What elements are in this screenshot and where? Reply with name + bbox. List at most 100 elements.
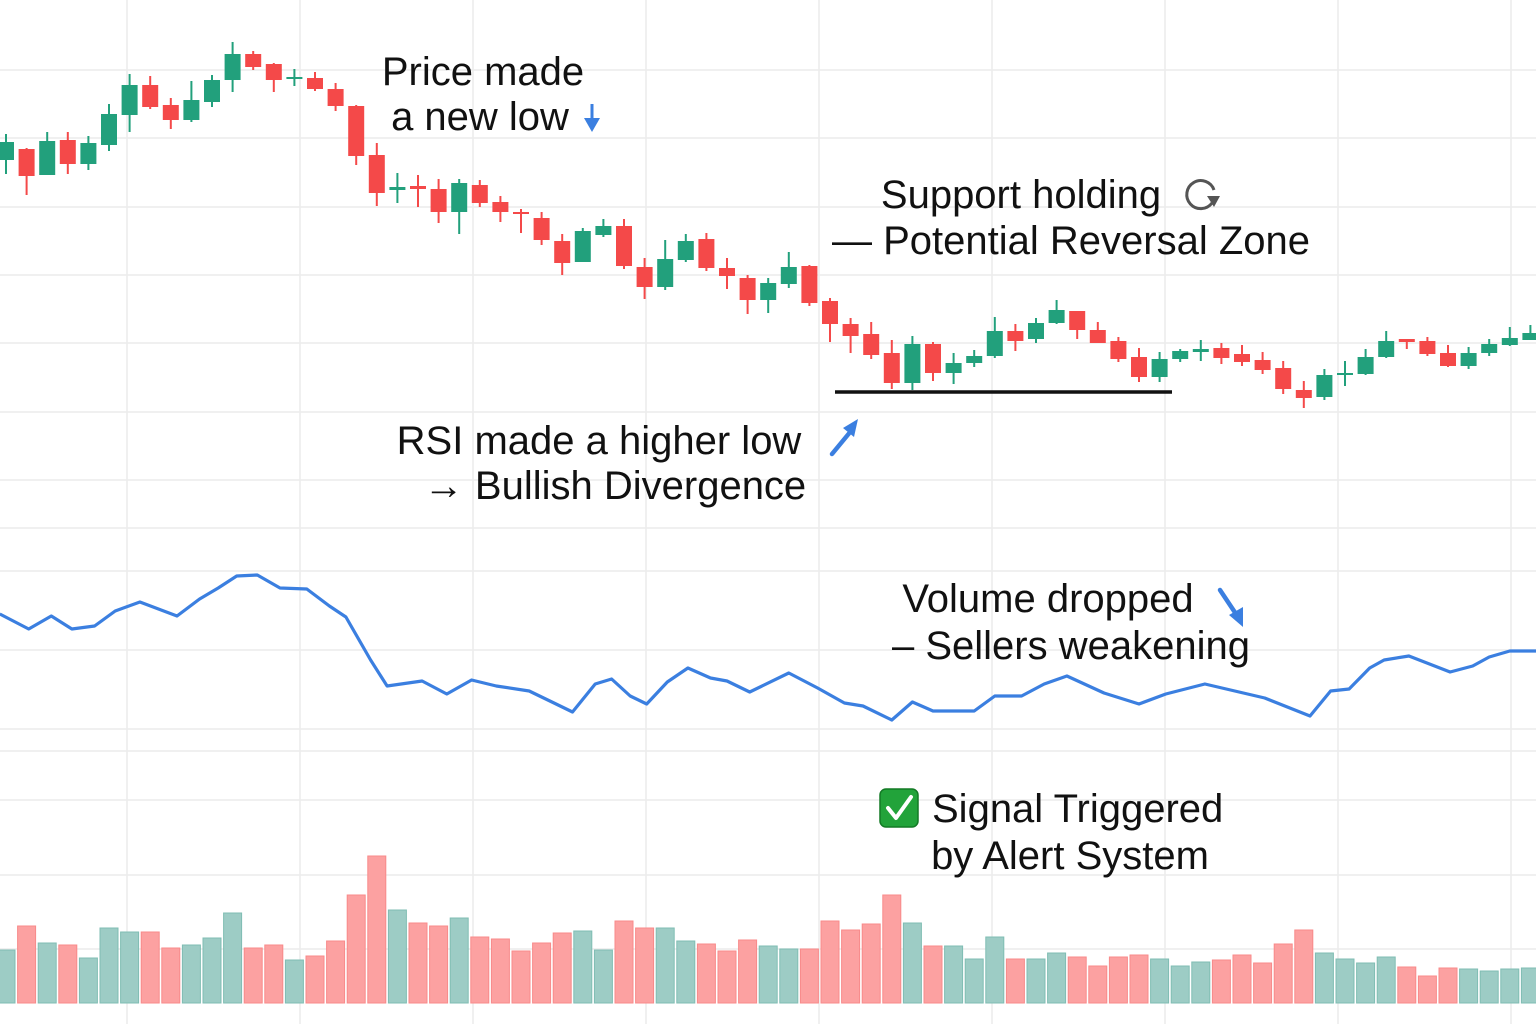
volume-bar-down bbox=[614, 920, 634, 1004]
candle-body bbox=[1378, 341, 1395, 357]
candle-body bbox=[1316, 375, 1333, 397]
candle-body bbox=[183, 100, 200, 120]
volume-bar-up bbox=[449, 917, 469, 1004]
volume-bar-up bbox=[284, 959, 304, 1004]
volume-bar-up bbox=[1191, 961, 1211, 1004]
candle-up bbox=[1316, 369, 1333, 400]
volume-bar-down bbox=[717, 950, 737, 1004]
candle-body bbox=[1028, 323, 1044, 339]
volume-bar-down bbox=[1273, 943, 1293, 1004]
candle-body bbox=[1110, 341, 1127, 359]
candle-down bbox=[471, 180, 488, 207]
candle-body bbox=[368, 155, 385, 193]
annotation-support: Support holding — Potential Reversal Zon… bbox=[832, 173, 1310, 263]
candle-down bbox=[513, 209, 529, 233]
rsi-line bbox=[0, 573, 1536, 722]
candle-body bbox=[286, 77, 303, 79]
candle-up bbox=[80, 136, 97, 170]
candle-down bbox=[1254, 352, 1271, 374]
candle-up bbox=[183, 81, 200, 122]
candle-body bbox=[1213, 348, 1230, 358]
candle-down bbox=[1007, 324, 1024, 351]
candle-body bbox=[677, 241, 694, 260]
candle-up bbox=[39, 132, 56, 175]
volume-bar-down bbox=[408, 922, 428, 1004]
candle-up bbox=[1028, 318, 1044, 343]
volume-bar-down bbox=[532, 942, 552, 1004]
volume-bar-down bbox=[1232, 954, 1252, 1004]
annotation-line: RSI made a higher low bbox=[397, 419, 802, 463]
volume-bar-down bbox=[346, 894, 366, 1004]
candle-up bbox=[0, 134, 14, 174]
candle-up bbox=[1172, 349, 1189, 362]
volume-bar-down bbox=[1211, 959, 1231, 1004]
candle-down bbox=[265, 63, 282, 92]
annotation-volume: Volume dropped – Sellers weakening bbox=[892, 577, 1250, 668]
volume-bar-down bbox=[841, 929, 861, 1004]
candle-body bbox=[451, 183, 468, 212]
volume-bar-down bbox=[799, 948, 819, 1004]
volume-bar-down bbox=[1417, 975, 1437, 1004]
candle-up bbox=[657, 240, 674, 290]
candle-down bbox=[1213, 343, 1230, 364]
candle-body bbox=[39, 141, 56, 175]
candle-down bbox=[1131, 348, 1147, 382]
volume-bar-up bbox=[1047, 952, 1067, 1004]
candle-body bbox=[780, 267, 797, 284]
candle-up bbox=[595, 219, 612, 237]
candle-body bbox=[0, 142, 14, 160]
candle-body bbox=[245, 54, 262, 67]
candle-down bbox=[492, 196, 509, 222]
candle-down bbox=[368, 143, 385, 206]
volume-bar-up bbox=[676, 940, 696, 1004]
candle-down bbox=[18, 148, 35, 195]
candle-down bbox=[863, 322, 880, 359]
candle-up bbox=[121, 74, 138, 132]
candle-down bbox=[739, 275, 756, 314]
volume-bar-down bbox=[923, 945, 943, 1004]
candle-body bbox=[636, 267, 653, 287]
volume-bar-down bbox=[1108, 956, 1128, 1004]
candle-up bbox=[904, 336, 921, 390]
candle-down bbox=[533, 212, 550, 245]
candle-up bbox=[1522, 325, 1536, 340]
candle-down bbox=[636, 258, 653, 299]
volume-bar-up bbox=[120, 931, 140, 1004]
volume-bar-up bbox=[655, 927, 675, 1004]
volume-bar-down bbox=[882, 894, 902, 1004]
volume-bar-up bbox=[1459, 968, 1479, 1004]
candle-body bbox=[101, 114, 117, 145]
candle-body bbox=[760, 283, 777, 300]
arrow-down-icon bbox=[584, 104, 600, 132]
volume-bar-down bbox=[861, 923, 881, 1004]
candle-body bbox=[307, 78, 323, 89]
volume-bar-down bbox=[1253, 962, 1273, 1004]
candle-down bbox=[245, 51, 262, 70]
annotation-line: by Alert System bbox=[931, 834, 1209, 878]
candle-body bbox=[492, 202, 509, 212]
arrow-down-right-icon bbox=[1217, 587, 1243, 627]
refresh-icon bbox=[1185, 179, 1220, 211]
annotation-line: Signal Triggered bbox=[932, 787, 1223, 831]
candle-body bbox=[739, 278, 756, 300]
candle-body bbox=[1481, 344, 1498, 353]
volume-bar-down bbox=[326, 940, 346, 1004]
candle-down bbox=[925, 342, 941, 381]
volume-bar-up bbox=[1479, 970, 1499, 1004]
candle-body bbox=[904, 344, 921, 383]
candle-up bbox=[1460, 347, 1477, 369]
candle-down bbox=[883, 340, 900, 389]
candle-down bbox=[822, 298, 838, 342]
annotation-rsi: RSI made a higher low → Bullish Divergen… bbox=[397, 419, 858, 508]
candle-body bbox=[1419, 341, 1436, 354]
candle-body bbox=[883, 353, 900, 383]
annotation-line: a new low bbox=[391, 95, 569, 139]
annotation-line: Support holding bbox=[881, 173, 1161, 217]
volume-bar-up bbox=[1376, 956, 1396, 1004]
candle-body bbox=[1522, 333, 1536, 340]
volume-bar-down bbox=[1438, 967, 1458, 1004]
candle-body bbox=[986, 331, 1003, 356]
candle-down bbox=[410, 175, 426, 207]
candle-body bbox=[1337, 373, 1353, 375]
annotation-line: Volume dropped bbox=[902, 577, 1193, 621]
